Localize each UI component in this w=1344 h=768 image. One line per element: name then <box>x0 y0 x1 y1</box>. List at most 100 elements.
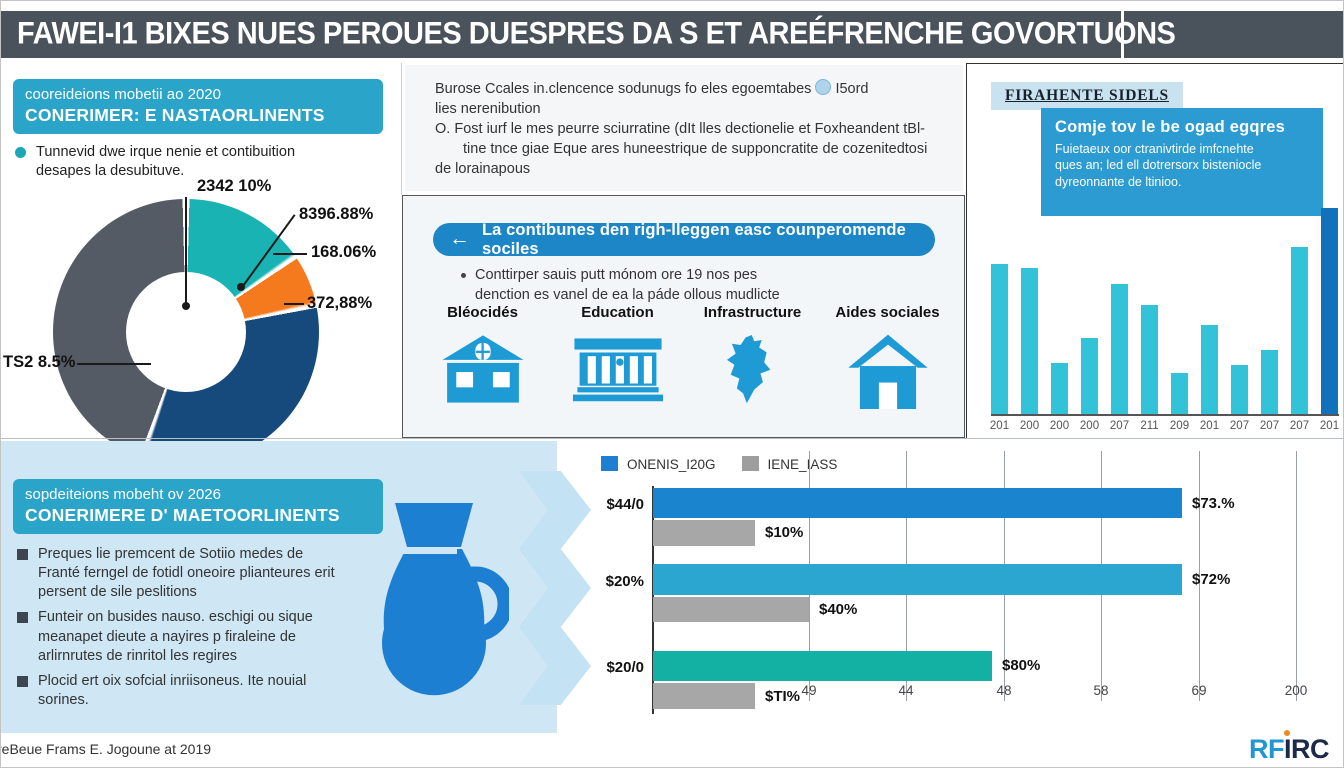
year-bar <box>1291 247 1308 414</box>
callout-line <box>273 253 307 255</box>
row-label: $20% <box>605 573 644 590</box>
year-label: 201 <box>1199 420 1220 432</box>
x-tick: 49 <box>801 683 817 698</box>
year-bar <box>1231 364 1248 414</box>
column-divider <box>401 63 402 195</box>
year-label: 201 <box>1319 420 1340 432</box>
intro-line1: Burose Ccales in.clencence sodunugs fo e… <box>435 79 963 99</box>
legend-label: IENE_IASS <box>767 457 838 472</box>
year-label: 201 <box>989 420 1010 432</box>
bar-value-label: $40% <box>819 601 858 618</box>
legend-swatch <box>601 456 618 471</box>
donut-label: 168.06% <box>311 243 377 261</box>
year-bar <box>1051 362 1068 414</box>
financing-box-line1: Fuietaeux oor ctranivtirde imfcnehte <box>1055 142 1254 156</box>
left-bullet-text: Tunnevid dwe irque nenie et contibuition… <box>36 144 296 179</box>
left-header-line1: cooreideions mobetii ao 2020 <box>25 86 221 103</box>
left-bullet-item: Tunnevid dwe irque nenie et contibuition… <box>15 143 355 181</box>
section-divider <box>1 438 1343 439</box>
year-label: 209 <box>1169 420 1190 432</box>
museum-icon <box>572 338 663 402</box>
legend-item: IENE_IASS <box>741 456 838 472</box>
category-infrastructure: Infrastructure <box>685 304 820 414</box>
house-icon <box>847 334 928 409</box>
contributions-bullet: Conttirper sauis putt mónom ore 19 nos p… <box>461 266 780 305</box>
school-building-icon <box>442 335 523 403</box>
callout-line <box>77 363 151 365</box>
bar-value-label: $72% <box>1192 571 1231 588</box>
bullet-square-icon <box>17 612 28 624</box>
year-bar <box>1081 337 1098 414</box>
gridline <box>1199 451 1200 701</box>
x-tick: 48 <box>996 683 1012 698</box>
legend-item: ONENIS_I20G <box>601 456 716 472</box>
logo-i-glyph: I <box>1283 734 1292 764</box>
logo-part-navy: RC <box>1291 734 1330 764</box>
year-bar <box>1321 208 1338 414</box>
bar-primary <box>653 651 992 681</box>
category-label: Bléocidés <box>447 304 518 321</box>
year-bar <box>1021 267 1038 414</box>
year-bar <box>1171 372 1188 414</box>
brand-logo: RF IRC <box>1248 730 1330 765</box>
callout-dot <box>237 283 245 291</box>
year-label: 200 <box>1049 420 1070 432</box>
gridline <box>1296 451 1297 701</box>
yearly-bar-chart <box>991 206 1339 416</box>
year-label: 207 <box>1289 420 1310 432</box>
bar-primary <box>653 488 1182 518</box>
pitcher-icon <box>382 503 509 696</box>
year-label: 207 <box>1229 420 1250 432</box>
category-icons-row: Bléocidés Education <box>415 304 955 414</box>
year-bar <box>991 263 1008 414</box>
year-label: 200 <box>1079 420 1100 432</box>
financing-box-line3: dyreonnante de ltinioo. <box>1055 174 1182 189</box>
page-title: FAWEI-I1 BIXES NUES PEROUES DUESPRES DA … <box>17 16 1176 52</box>
list-item-text: Plocid ert oix sofcial inriisoneus. Ite … <box>38 672 307 708</box>
year-bar <box>1261 350 1278 414</box>
bar-secondary <box>653 597 809 622</box>
left-arrow-icon: ← <box>449 226 470 250</box>
intro-line1-text: Burose Ccales in.clencence sodunugs fo e… <box>435 81 812 97</box>
list-item: Funteir on busides nauso. eschigi ou siq… <box>17 608 347 665</box>
legend-label: ONENIS_I20G <box>627 457 716 472</box>
year-bar <box>1141 304 1158 414</box>
bar-value-label: $80% <box>1002 657 1041 674</box>
logo-part-blue: RF <box>1248 734 1285 764</box>
contributions-bullet-line1: Conttirper sauis putt mónom ore 19 nos p… <box>475 267 758 283</box>
bottom-left-header-line1: sopdeiteions mobeht ov 2026 <box>25 486 221 503</box>
contributions-panel: ← La contibunes den righ-lleggen easc co… <box>402 195 965 438</box>
bullet-dot-icon <box>15 147 26 158</box>
x-tick: 200 <box>1284 683 1308 698</box>
source-note: reBeue Frams E. Jogoune at 2019 <box>0 741 212 757</box>
bar-value-label: $TI% <box>765 688 801 705</box>
bottom-left-header-line2: CONERIMERE D' MAETOORLINENTS <box>25 504 340 525</box>
intro-line3: O. Fost iurf le mes peurre sciurratine (… <box>435 121 925 137</box>
bar-value-label: $10% <box>765 524 804 541</box>
intro-line1-suffix: I5ord <box>835 81 869 97</box>
callout-dot <box>182 302 190 310</box>
contributions-bullet-line2: denction es vanel de ea la páde ollous m… <box>475 286 780 303</box>
x-tick: 69 <box>1191 683 1207 698</box>
bottom-left-header: sopdeiteions mobeht ov 2026 CONERIMERE D… <box>13 479 383 534</box>
x-tick: 44 <box>898 683 914 698</box>
logo-i-dot <box>1284 730 1291 736</box>
callout-line <box>284 303 304 305</box>
bar-secondary <box>653 683 755 709</box>
category-bleocides: Bléocidés <box>415 304 550 414</box>
top-banner: FAWEI-I1 BIXES NUES PEROUES DUESPRES DA … <box>1 11 1343 58</box>
bullet-square-icon <box>17 675 28 687</box>
donut-label: 2342 10% <box>197 177 272 195</box>
left-section-header: cooreideions mobetii ao 2020 CONERIMER: … <box>13 79 383 134</box>
financing-callout-box: Comje tov le be ogad egqres Fuietaeux oo… <box>1041 108 1323 216</box>
contributions-banner: ← La contibunes den righ-lleggen easc co… <box>433 221 935 258</box>
legend-swatch <box>741 456 759 471</box>
yearly-bar-chart-labels: 201 200 200 200 207 211 209 201 207 207 207 201 <box>989 420 1340 432</box>
france-map-icon <box>726 335 770 404</box>
year-label: 211 <box>1140 420 1159 432</box>
donut-label: 8396.88% <box>299 205 374 223</box>
category-aides-sociales: Aides sociales <box>820 304 955 414</box>
category-label: Aides sociales <box>835 304 940 321</box>
list-item: Plocid ert oix sofcial inriisoneus. Ite … <box>17 672 347 710</box>
